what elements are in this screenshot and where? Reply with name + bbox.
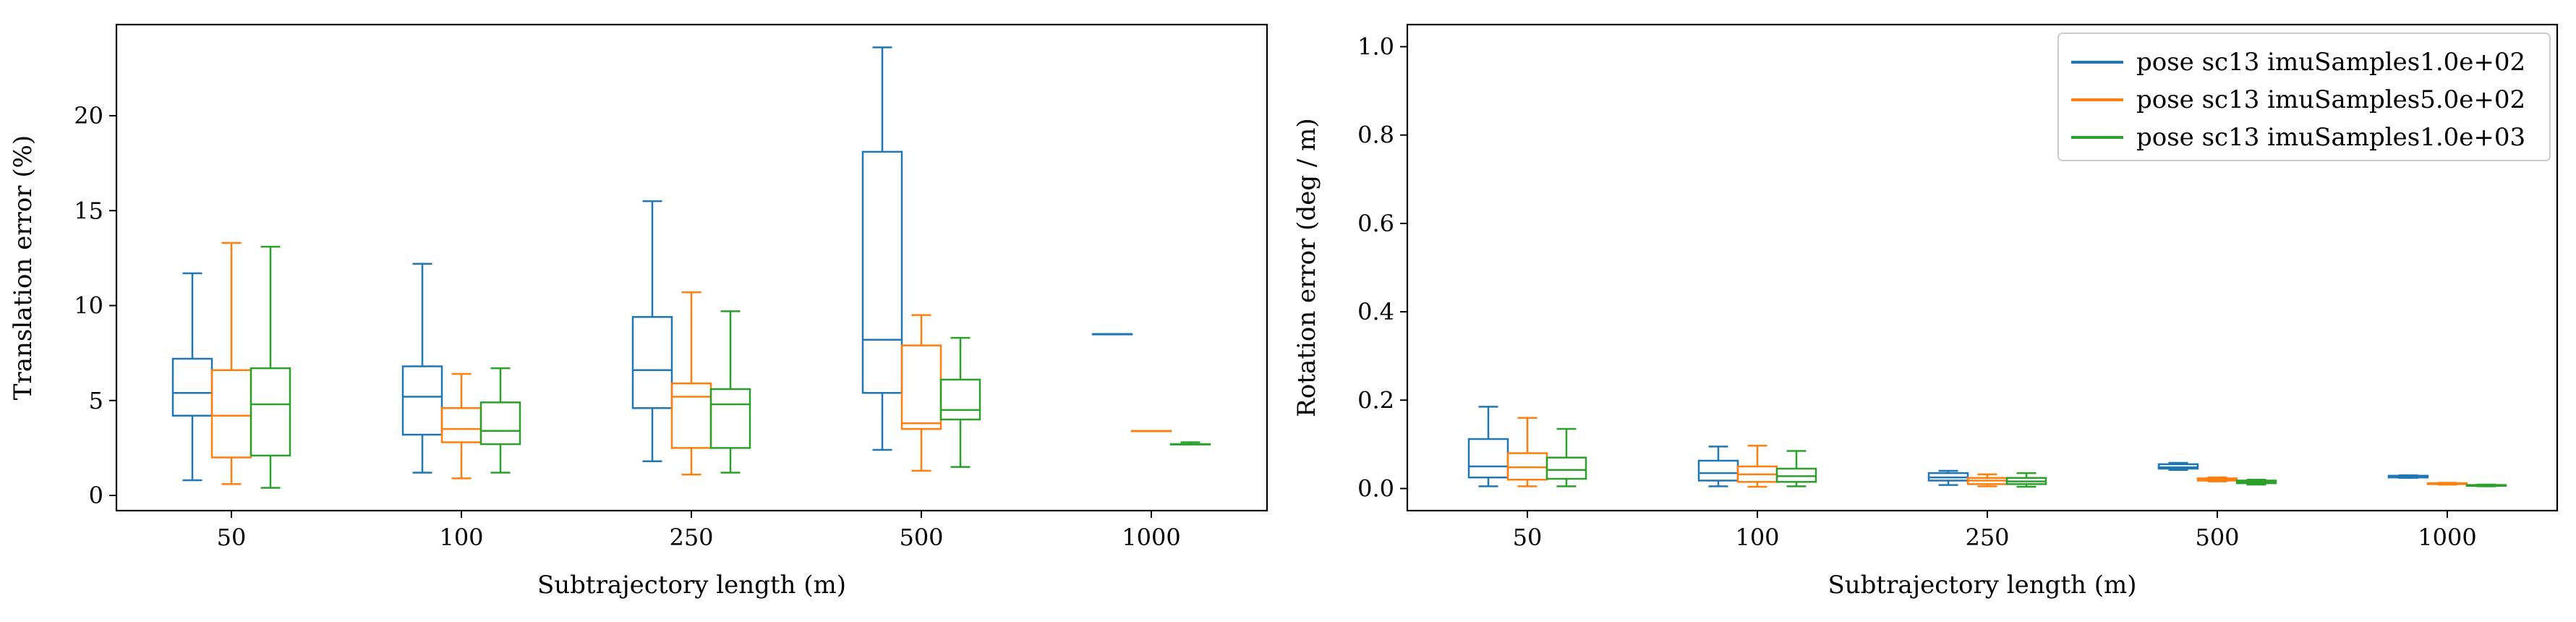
box-1-1-1 (1736, 444, 1778, 488)
box-0-2-2 (709, 310, 751, 474)
box-1-1-4 (2426, 482, 2468, 486)
box-body (670, 382, 712, 449)
legend-entry: pose sc13 imuSamples5.0e+02 (2136, 85, 2525, 114)
box-body (440, 407, 482, 443)
box-0-1-3 (900, 314, 942, 472)
box-0-2-1 (479, 367, 521, 474)
box-0-1-0 (210, 242, 252, 485)
box-1-0-3 (2157, 461, 2199, 472)
y-tick-label: 1.0 (1357, 33, 1394, 61)
y-tick-label: 5 (89, 387, 103, 414)
box-1-2-2 (2005, 472, 2047, 488)
box-1-0-0 (1467, 406, 1509, 487)
y-tick-label: 0.2 (1357, 386, 1394, 414)
box-body (210, 369, 252, 459)
box-0-0-3 (861, 46, 903, 451)
x-tick-label: 500 (2195, 524, 2239, 551)
box-1-1-0 (1506, 417, 1548, 487)
legend-entry: pose sc13 imuSamples1.0e+03 (2136, 123, 2525, 152)
box-0-2-0 (250, 245, 291, 489)
box-1-2-4 (2465, 483, 2507, 487)
box-body (861, 150, 903, 394)
y-tick-label: 10 (74, 292, 103, 320)
legend: pose sc13 imuSamples1.0e+02 pose sc13 imu… (2057, 33, 2551, 161)
box-1-0-1 (1697, 446, 1739, 487)
x-tick-label: 500 (899, 524, 943, 551)
x-tick-label: 250 (1965, 524, 2009, 551)
box-1-0-4 (2387, 474, 2429, 480)
box-0-2-4 (1169, 441, 1211, 446)
y-tick-label: 0.6 (1357, 210, 1394, 237)
axes-frame (115, 23, 1268, 512)
box-1-1-2 (1966, 473, 2008, 487)
x-axis-label: Subtrajectory length (m) (537, 571, 846, 600)
box-body (709, 388, 751, 449)
box-1-2-0 (1545, 427, 1587, 487)
box-body (401, 365, 443, 436)
legend-entry: pose sc13 imuSamples1.0e+02 (2136, 48, 2525, 77)
y-tick-label: 0 (89, 482, 103, 509)
rotation-error-panel: 0.0 0.2 0.4 0.6 0.8 1.0 50 100 250 500 1000 Subtraj… (1292, 23, 2559, 600)
y-tick-label: 0.0 (1357, 474, 1394, 502)
box-body (171, 357, 213, 417)
translation-error-panel: 0 5 10 15 20 50 100 250 500 1000 Subtrajectory len… (9, 23, 1268, 600)
x-tick-label: 50 (1513, 524, 1543, 551)
box-body (479, 401, 521, 446)
box-body (250, 367, 291, 457)
box-0-0-0 (171, 272, 213, 482)
y-axis-label: Rotation error (deg / m) (1292, 118, 1321, 417)
box-body (631, 316, 673, 409)
legend-frame (2057, 33, 2551, 161)
box-body (1467, 438, 1509, 479)
box-1-0-2 (1927, 469, 1969, 486)
box-1-1-3 (2196, 476, 2238, 482)
x-tick-label: 100 (439, 524, 483, 551)
y-tick-label: 15 (74, 197, 103, 224)
x-tick-label: 250 (669, 524, 713, 551)
y-tick-label: 20 (74, 102, 103, 129)
box-0-1-4 (1130, 430, 1172, 433)
x-tick-label: 1000 (1122, 524, 1180, 551)
box-0-0-4 (1091, 333, 1133, 336)
x-axis-label: Subtrajectory length (m) (1827, 571, 2136, 600)
box-body (939, 378, 981, 421)
axes-frame (1406, 23, 2559, 512)
y-axis-label: Translation error (%) (9, 135, 38, 400)
box-0-1-2 (670, 291, 712, 476)
box-body (900, 344, 942, 430)
box-0-1-1 (440, 372, 482, 480)
box-body (1697, 459, 1739, 482)
x-tick-label: 100 (1735, 524, 1779, 551)
y-tick-label: 0.8 (1357, 122, 1394, 149)
box-1-2-1 (1775, 450, 1817, 487)
box-body (1545, 456, 1587, 480)
x-tick-label: 50 (217, 524, 247, 551)
x-tick-label: 1000 (2418, 524, 2476, 551)
y-tick-label: 0.4 (1357, 298, 1394, 325)
box-0-0-1 (401, 263, 443, 474)
box-0-0-2 (631, 200, 673, 462)
box-0-2-3 (939, 336, 981, 468)
box-1-2-3 (2235, 478, 2277, 486)
